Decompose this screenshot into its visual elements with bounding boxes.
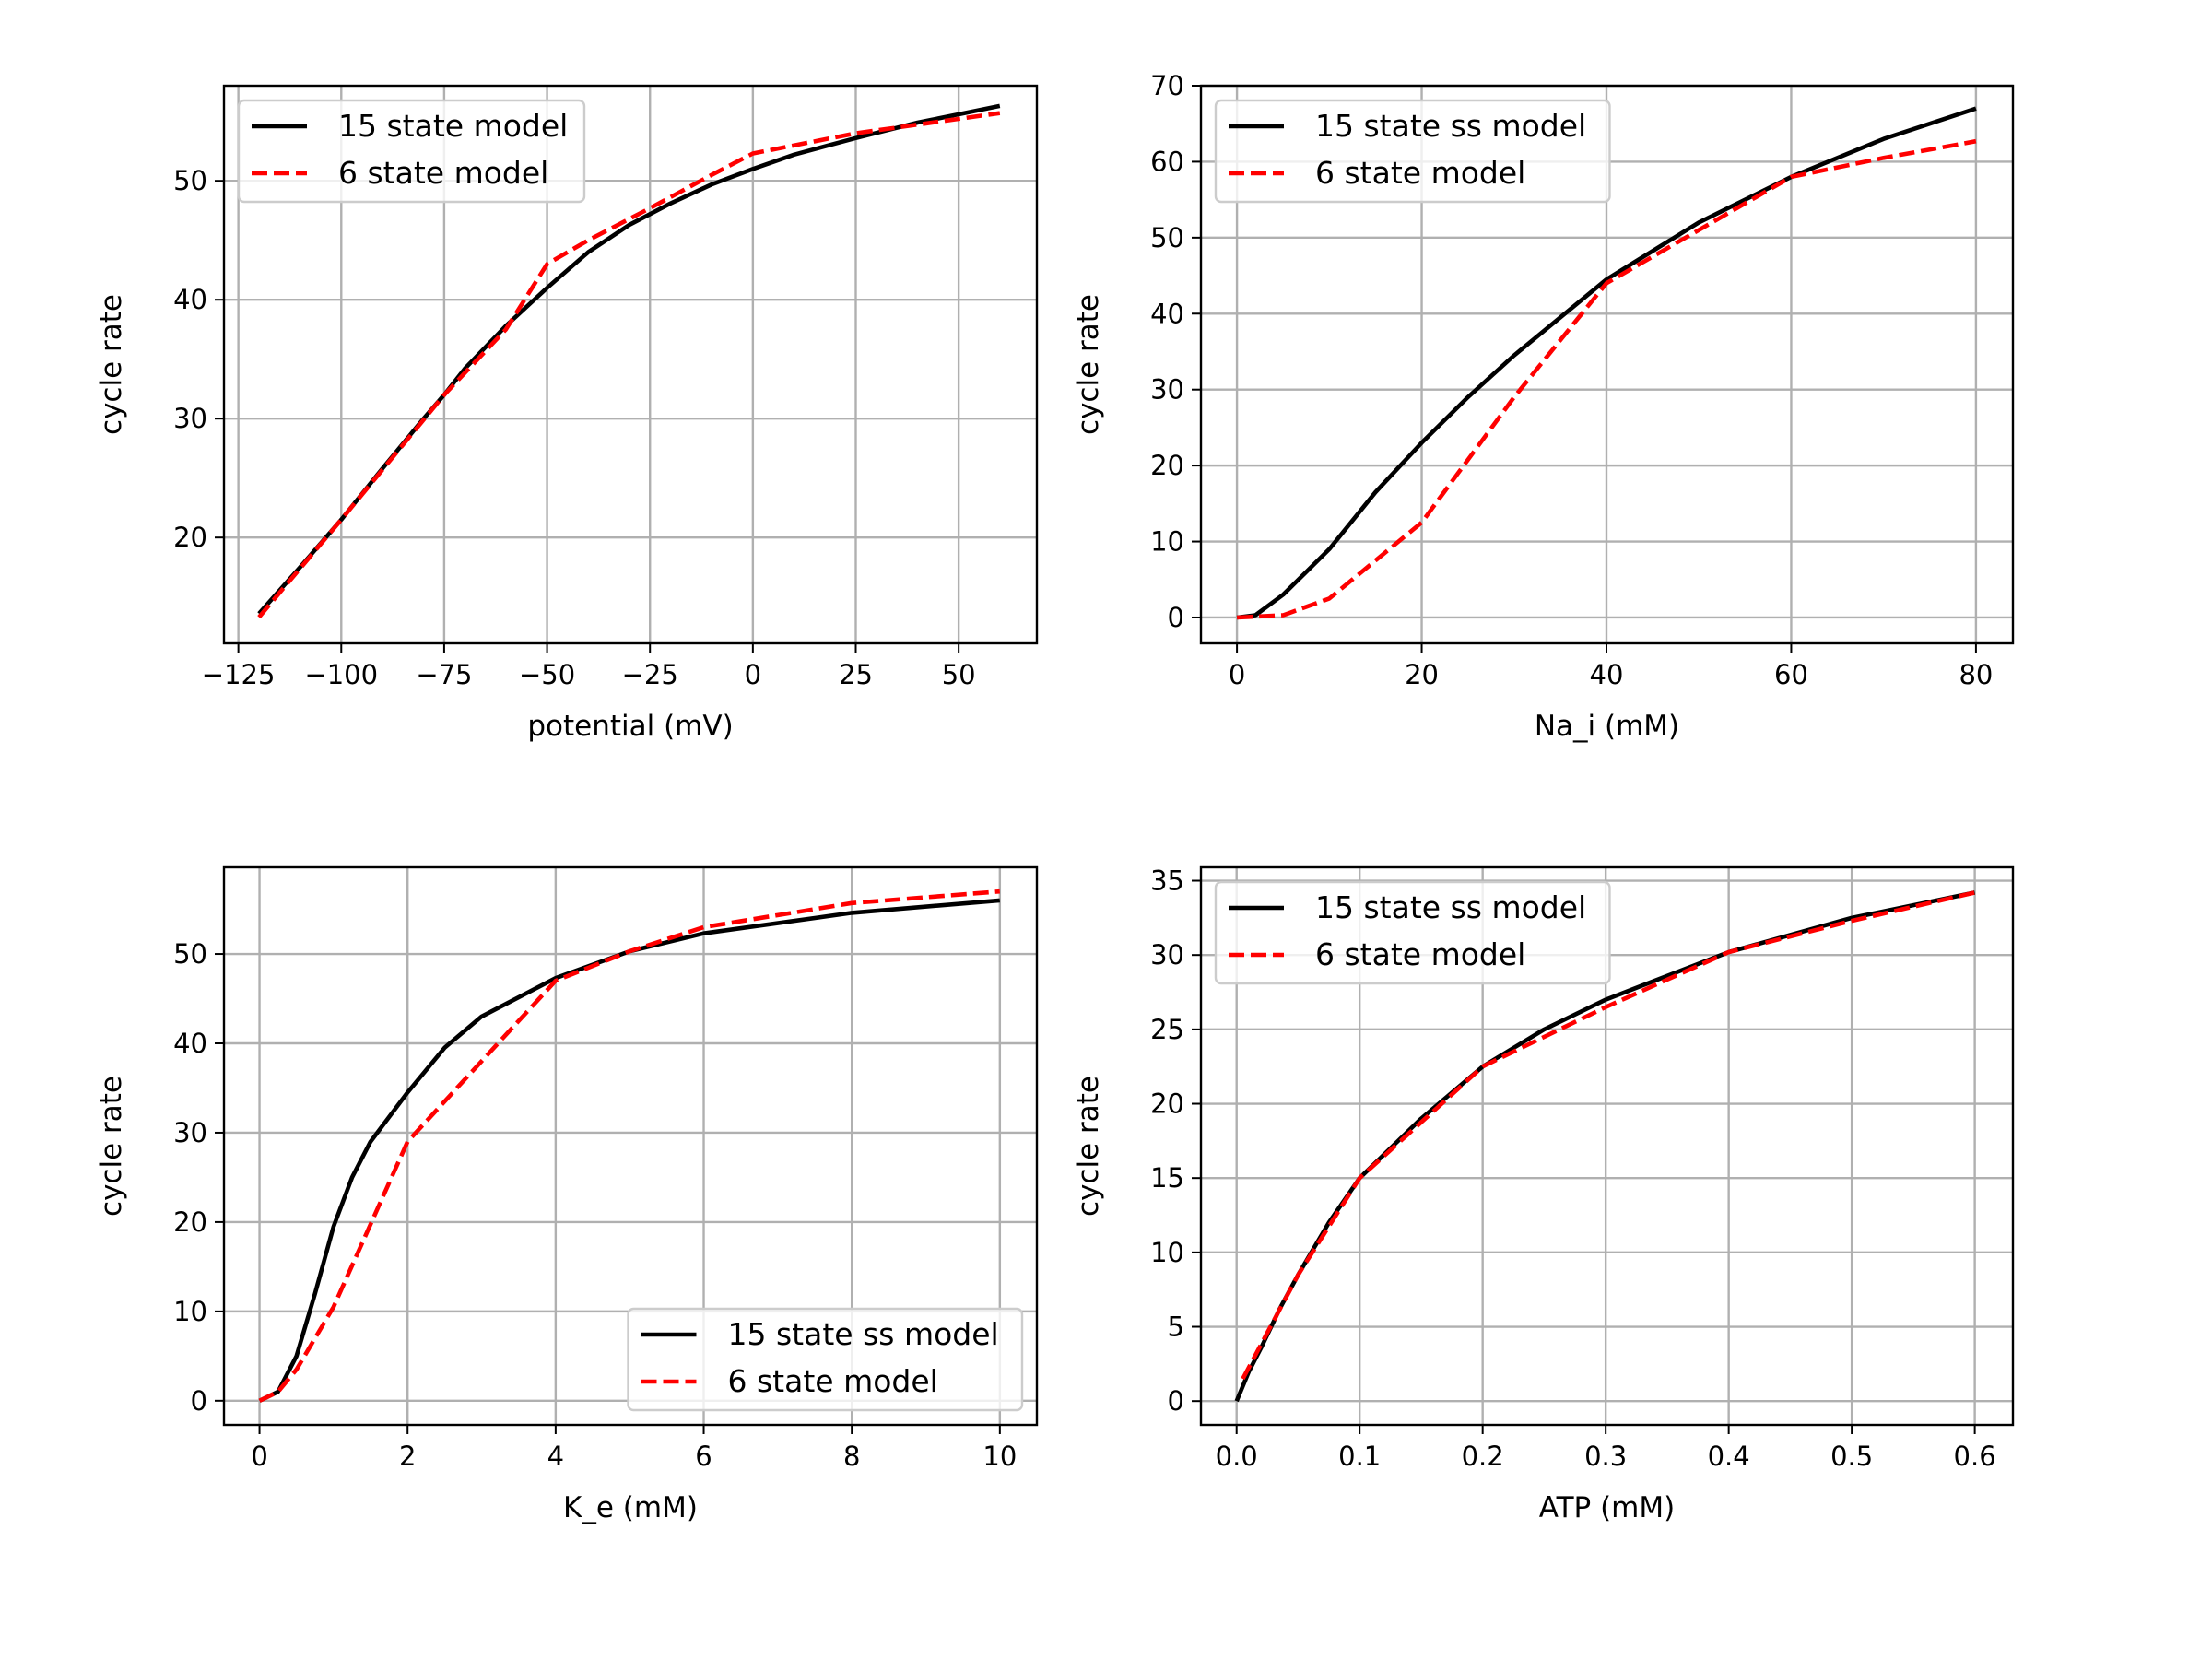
x-axis-label: Na_i (mM) bbox=[1535, 710, 1679, 743]
y-tick-label: 5 bbox=[1168, 1312, 1184, 1343]
legend-label: 6 state model bbox=[338, 155, 548, 191]
series-line-black bbox=[258, 898, 1000, 1403]
axes-frame bbox=[222, 84, 1039, 645]
y-tick-label: 50 bbox=[173, 938, 207, 970]
y-tick-label: 50 bbox=[173, 165, 207, 196]
x-tick-label: −25 bbox=[622, 659, 678, 690]
x-axis-label: potential (mV) bbox=[527, 710, 733, 743]
x-tick-label: 50 bbox=[942, 659, 976, 690]
axes-frame bbox=[222, 865, 1039, 1427]
series-line-red bbox=[1236, 138, 1977, 620]
x-tick-label: 0.2 bbox=[1462, 1441, 1504, 1472]
x-tick-label: −100 bbox=[304, 659, 378, 690]
series-line-red bbox=[1241, 890, 1976, 1381]
legend-label: 15 state model bbox=[338, 108, 568, 144]
y-tick-label: 10 bbox=[1150, 526, 1184, 558]
y-axis-label: cycle rate bbox=[1072, 294, 1105, 435]
x-tick-label: −75 bbox=[416, 659, 472, 690]
y-tick-label: 30 bbox=[1150, 374, 1184, 406]
x-tick-label: 20 bbox=[1405, 659, 1439, 690]
legend-label: 15 state ss model bbox=[1315, 889, 1586, 925]
x-tick-label: 10 bbox=[982, 1441, 1017, 1472]
x-axis-label: ATP (mM) bbox=[1539, 1491, 1675, 1524]
y-tick-label: 20 bbox=[1150, 450, 1184, 481]
series-line-red bbox=[257, 111, 1001, 619]
legend-box bbox=[1214, 880, 1611, 985]
x-tick-label: 0.6 bbox=[1954, 1441, 1996, 1472]
x-tick-label: 0.3 bbox=[1584, 1441, 1627, 1472]
x-tick-label: 0 bbox=[251, 1441, 267, 1472]
y-tick-label: 40 bbox=[1150, 298, 1184, 329]
x-tick-label: 0 bbox=[745, 659, 761, 690]
legend-box bbox=[237, 99, 586, 204]
axes-frame bbox=[1199, 84, 2015, 645]
y-tick-label: 70 bbox=[1150, 70, 1184, 101]
x-tick-label: 80 bbox=[1959, 659, 1993, 690]
y-tick-label: 30 bbox=[173, 403, 207, 434]
x-tick-label: 2 bbox=[399, 1441, 416, 1472]
y-tick-label: 0 bbox=[1168, 602, 1184, 633]
subplot-2: 0 20 40 60 80 0 10 20 30 40 50 60 70 Na_i (mM) cycle r… bbox=[1072, 70, 2015, 743]
y-tick-label: 0 bbox=[1168, 1385, 1184, 1417]
x-tick-label: 25 bbox=[839, 659, 873, 690]
legend: 15 state model 6 state model bbox=[237, 99, 586, 204]
y-tick-label: 10 bbox=[173, 1296, 207, 1327]
y-tick-label: 40 bbox=[173, 1028, 207, 1059]
legend-box bbox=[627, 1307, 1024, 1412]
y-axis-label: cycle rate bbox=[95, 294, 128, 435]
y-tick-label: 20 bbox=[1150, 1088, 1184, 1120]
series-line-red bbox=[258, 888, 1000, 1403]
x-tick-label: 0 bbox=[1229, 659, 1245, 690]
legend-label: 6 state model bbox=[728, 1363, 938, 1399]
x-tick-label: −50 bbox=[519, 659, 575, 690]
y-tick-label: 40 bbox=[173, 284, 207, 315]
y-tick-label: 15 bbox=[1150, 1162, 1184, 1194]
legend: 15 state ss model 6 state model bbox=[627, 1307, 1024, 1412]
subplot-3: 0 2 4 6 8 10 0 10 20 30 40 50 K_e (mM) cycle rate 15 s… bbox=[95, 865, 1039, 1524]
legend-box bbox=[1214, 99, 1611, 204]
y-axis-label: cycle rate bbox=[95, 1076, 128, 1217]
y-tick-label: 35 bbox=[1150, 865, 1184, 897]
x-tick-label: 6 bbox=[695, 1441, 712, 1472]
y-axis-label: cycle rate bbox=[1072, 1076, 1105, 1217]
x-tick-label: −125 bbox=[202, 659, 276, 690]
x-axis-label: K_e (mM) bbox=[563, 1491, 698, 1524]
x-tick-label: 0.5 bbox=[1830, 1441, 1873, 1472]
x-tick-label: 0.4 bbox=[1708, 1441, 1750, 1472]
legend: 15 state ss model 6 state model bbox=[1214, 880, 1611, 985]
axes-frame bbox=[1199, 865, 2015, 1427]
y-tick-label: 20 bbox=[173, 522, 207, 553]
subplot-4: 0.0 0.1 0.2 0.3 0.4 0.5 0.6 0 5 10 15 20 25 30 35 ATP (… bbox=[1072, 865, 2015, 1524]
y-tick-label: 25 bbox=[1150, 1014, 1184, 1045]
subplot-1: −125 −100 −75 −50 −25 0 25 50 20 30 40 50 potential … bbox=[95, 84, 1039, 743]
y-tick-label: 0 bbox=[191, 1385, 207, 1417]
y-tick-label: 20 bbox=[173, 1206, 207, 1238]
legend-label: 6 state model bbox=[1315, 155, 1525, 191]
x-tick-label: 0.0 bbox=[1216, 1441, 1258, 1472]
x-tick-label: 0.1 bbox=[1338, 1441, 1381, 1472]
y-tick-label: 30 bbox=[173, 1117, 207, 1148]
legend-label: 6 state model bbox=[1315, 936, 1525, 972]
y-tick-label: 10 bbox=[1150, 1237, 1184, 1268]
legend: 15 state ss model 6 state model bbox=[1214, 99, 1611, 204]
y-tick-label: 60 bbox=[1150, 146, 1184, 177]
x-tick-label: 40 bbox=[1590, 659, 1624, 690]
x-tick-label: 4 bbox=[547, 1441, 564, 1472]
legend-label: 15 state ss model bbox=[1315, 108, 1586, 144]
y-tick-label: 50 bbox=[1150, 222, 1184, 253]
legend-label: 15 state ss model bbox=[728, 1316, 999, 1352]
x-tick-label: 60 bbox=[1774, 659, 1808, 690]
x-tick-label: 8 bbox=[843, 1441, 860, 1472]
y-tick-label: 30 bbox=[1150, 939, 1184, 971]
